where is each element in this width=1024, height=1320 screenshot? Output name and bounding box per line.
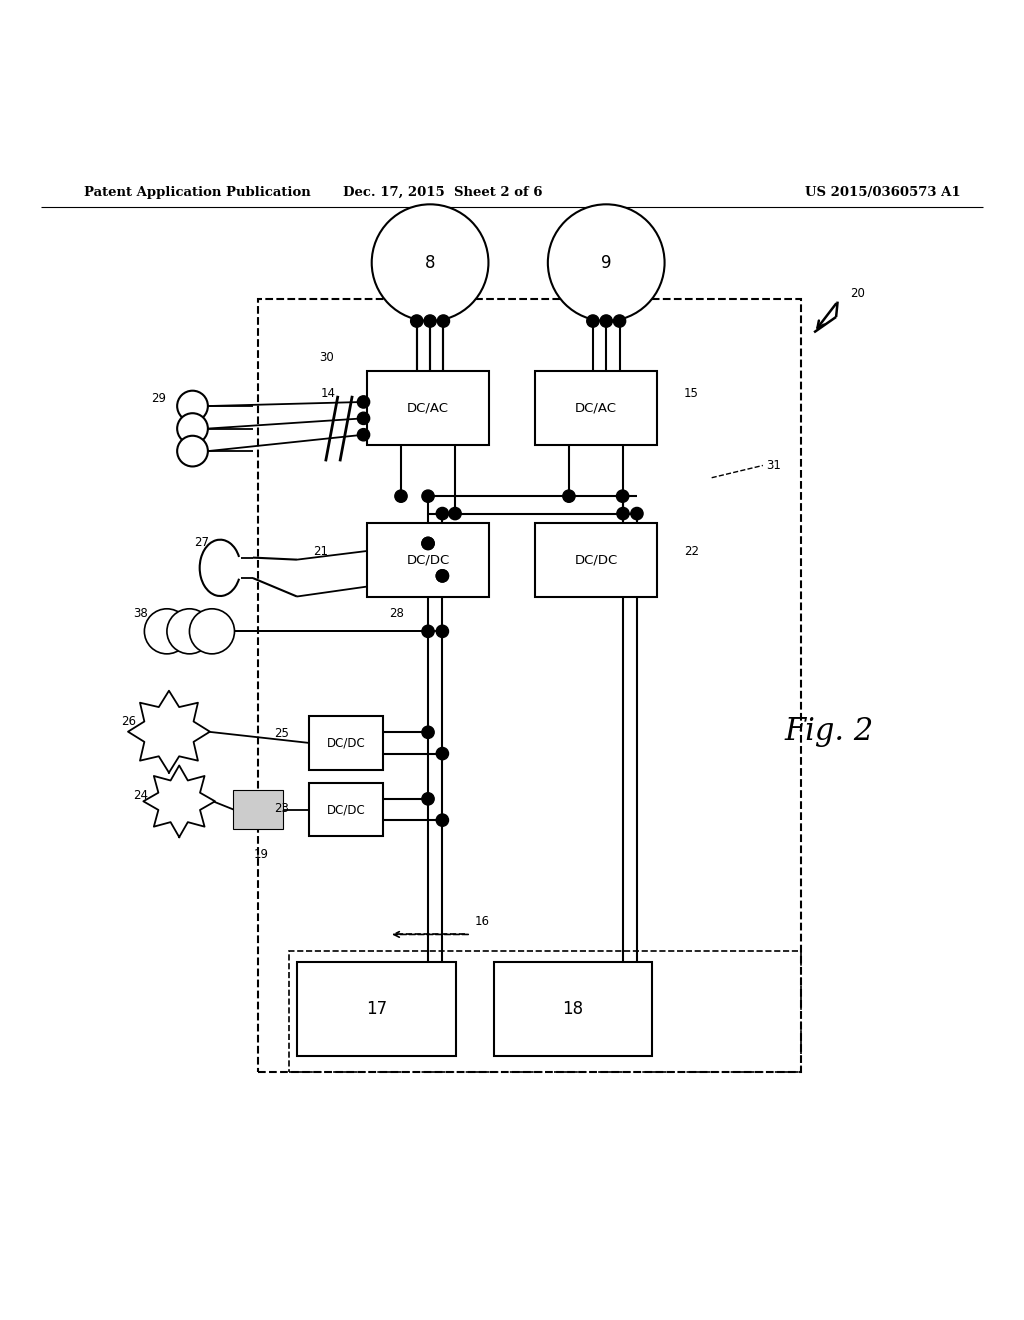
Circle shape <box>600 315 612 327</box>
Circle shape <box>422 726 434 738</box>
Text: DC/DC: DC/DC <box>327 803 366 816</box>
Bar <box>258 298 801 1072</box>
Text: 14: 14 <box>321 387 336 400</box>
Text: 28: 28 <box>389 607 404 620</box>
Circle shape <box>167 609 212 653</box>
Text: 24: 24 <box>133 788 148 801</box>
Text: 16: 16 <box>475 915 490 928</box>
Text: 30: 30 <box>319 351 334 364</box>
Circle shape <box>144 609 189 653</box>
Text: 27: 27 <box>195 536 210 549</box>
Text: 29: 29 <box>152 392 167 405</box>
Circle shape <box>357 412 370 425</box>
Bar <box>367 371 489 445</box>
Circle shape <box>436 747 449 760</box>
Bar <box>535 523 657 597</box>
Circle shape <box>357 429 370 441</box>
Text: DC/AC: DC/AC <box>574 401 617 414</box>
Text: DC/DC: DC/DC <box>574 553 617 566</box>
Bar <box>535 371 657 445</box>
Circle shape <box>177 436 208 466</box>
Text: 22: 22 <box>684 545 699 558</box>
Circle shape <box>422 793 434 805</box>
Text: Patent Application Publication: Patent Application Publication <box>84 186 310 198</box>
Circle shape <box>548 205 665 321</box>
Circle shape <box>424 315 436 327</box>
Circle shape <box>422 537 434 549</box>
Text: 8: 8 <box>425 253 435 272</box>
Circle shape <box>613 315 626 327</box>
Circle shape <box>436 626 449 638</box>
Text: US 2015/0360573 A1: US 2015/0360573 A1 <box>805 186 961 198</box>
Bar <box>309 783 383 836</box>
Circle shape <box>437 315 450 327</box>
Circle shape <box>587 315 599 327</box>
Bar <box>289 950 801 1072</box>
Circle shape <box>436 570 449 582</box>
Circle shape <box>177 391 208 421</box>
Text: 20: 20 <box>850 286 865 300</box>
Bar <box>309 717 383 770</box>
Bar <box>494 962 652 1056</box>
Circle shape <box>436 814 449 826</box>
Circle shape <box>563 490 575 503</box>
Text: 23: 23 <box>274 803 290 814</box>
Bar <box>297 962 456 1056</box>
Text: 17: 17 <box>366 1001 387 1018</box>
Circle shape <box>372 205 488 321</box>
Bar <box>367 523 489 597</box>
Circle shape <box>616 507 629 520</box>
Text: 31: 31 <box>766 459 781 473</box>
Circle shape <box>411 315 423 327</box>
Text: 21: 21 <box>312 545 328 558</box>
Circle shape <box>436 507 449 520</box>
Text: DC/DC: DC/DC <box>407 553 450 566</box>
Circle shape <box>422 490 434 503</box>
Circle shape <box>395 490 408 503</box>
Circle shape <box>422 537 434 549</box>
Circle shape <box>449 507 461 520</box>
Circle shape <box>357 396 370 408</box>
Circle shape <box>616 490 629 503</box>
Circle shape <box>436 570 449 582</box>
Text: 25: 25 <box>274 727 290 741</box>
Circle shape <box>631 507 643 520</box>
Circle shape <box>177 413 208 444</box>
Text: 9: 9 <box>601 253 611 272</box>
Text: 26: 26 <box>121 715 136 727</box>
Text: Fig. 2: Fig. 2 <box>784 717 874 747</box>
Text: 18: 18 <box>562 1001 584 1018</box>
Text: DC/DC: DC/DC <box>327 737 366 750</box>
Text: DC/AC: DC/AC <box>407 401 450 414</box>
Circle shape <box>189 609 234 653</box>
Text: 19: 19 <box>254 847 269 861</box>
Text: Dec. 17, 2015  Sheet 2 of 6: Dec. 17, 2015 Sheet 2 of 6 <box>343 186 542 198</box>
Bar <box>233 791 283 829</box>
Text: 38: 38 <box>133 607 147 620</box>
Circle shape <box>422 626 434 638</box>
Text: 15: 15 <box>684 387 699 400</box>
